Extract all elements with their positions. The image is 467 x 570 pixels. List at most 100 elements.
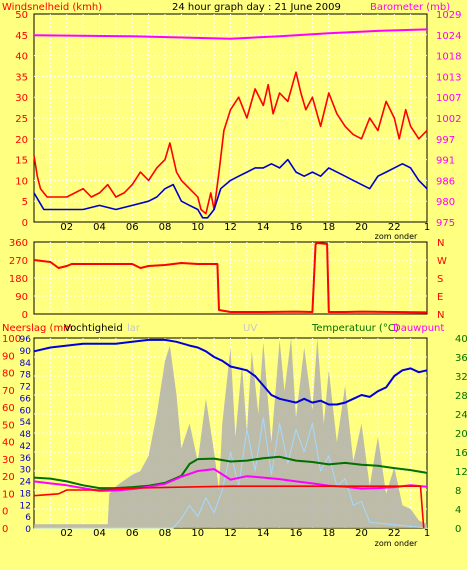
barometer-axis-title: Barometer (mb) [370, 2, 450, 13]
climate-x-tick-label: 16 [290, 528, 303, 539]
barometer-y-tick-label: 975 [436, 218, 455, 229]
wind-y-tick-label: 25 [15, 114, 28, 125]
wind-x-tick-label: 02 [60, 222, 73, 233]
chart-title: 24 hour graph day : 21 June 2009 [172, 2, 341, 13]
humidity-y-tick-label: 54 [20, 418, 32, 428]
rain-y-tick-label: 100 [2, 334, 21, 345]
direction-compass-label: N [437, 310, 444, 321]
humidity-line [33, 338, 428, 406]
wind-x-tick-label: 20 [355, 222, 368, 233]
wind-direction-line [33, 242, 428, 314]
area-series [34, 338, 427, 528]
direction-y-tick-label: 270 [9, 256, 28, 267]
wind-axis-title: Windsnelheid (kmh) [2, 2, 102, 13]
climate-x-tick-label: 06 [126, 528, 139, 539]
rain-y-tick-label: 70 [2, 386, 15, 397]
wind-speed-line [33, 158, 428, 219]
temperature-y-tick-label: 20 [455, 429, 467, 440]
temperature-y-tick-label: 32 [455, 372, 467, 383]
humidity-y-tick-label: 6 [25, 513, 31, 523]
wind-x-tick-label: 10 [191, 222, 204, 233]
humidity-y-tick-label: 0 [25, 525, 31, 535]
wind-x-tick-label: 16 [290, 222, 303, 233]
temperature-y-tick-label: 0 [455, 524, 461, 535]
rain-y-tick-label: 50 [2, 420, 15, 431]
rain-axis-title: Neerslag (mm [2, 323, 73, 334]
humidity-axis-title: Vochtigheid [64, 323, 123, 334]
climate-x-tick-label: 12 [224, 528, 237, 539]
direction-compass-label: N [437, 238, 444, 249]
rain-line [33, 485, 425, 529]
climate-x-tick-label: 20 [355, 528, 368, 539]
wind-sunset-note: zom onder [375, 232, 418, 241]
humidity-y-tick-label: 18 [20, 489, 32, 499]
rain-y-tick-label: 20 [2, 472, 15, 483]
barometer-y-tick-label: 1029 [436, 10, 461, 21]
dewpoint-axis-title: Dauwpunt [393, 323, 444, 334]
humidity-y-tick-label: 72 [20, 383, 31, 393]
climate-x-tick-label: 18 [322, 528, 335, 539]
dewpoint-line [33, 468, 428, 492]
rain-y-tick-label: 80 [2, 369, 15, 380]
wind-x-tick-label: 18 [322, 222, 335, 233]
humidity-y-tick-label: 42 [20, 442, 31, 452]
temperature-y-tick-label: 12 [455, 467, 467, 478]
direction-y-tick-label: 90 [15, 292, 28, 303]
wind-x-tick-label: 22 [388, 222, 401, 233]
humidity-y-tick-label: 12 [20, 501, 31, 511]
solar-axis-title: lar [127, 323, 141, 334]
climate-x-tick-label: 22 [388, 528, 401, 539]
barometer-y-tick-label: 1024 [436, 31, 461, 42]
temperature-y-tick-label: 28 [455, 391, 467, 402]
humidity-y-tick-label: 96 [20, 335, 32, 345]
climate-x-tick-label: 14 [257, 528, 270, 539]
direction-y-tick-label: 0 [22, 310, 28, 321]
rain-y-tick-label: 10 [2, 489, 15, 500]
rain-y-tick-label: 0 [2, 524, 8, 535]
humidity-y-tick-label: 90 [20, 347, 32, 357]
solar-area [34, 338, 427, 528]
temperature-y-tick-label: 40 [455, 334, 467, 345]
wind-y-tick-label: 20 [15, 135, 28, 146]
wind-x-tick-label: 06 [126, 222, 139, 233]
rain-y-tick-label: 30 [2, 455, 15, 466]
humidity-y-tick-label: 78 [20, 371, 32, 381]
barometer-y-tick-label: 1013 [436, 72, 461, 83]
wind-x-tick-label: 08 [159, 222, 172, 233]
wind-y-tick-label: 30 [15, 93, 28, 104]
tick-labels: 0510152025303540455097598098699199710021… [2, 10, 467, 548]
wind-y-tick-label: 10 [15, 176, 28, 187]
humidity-y-tick-label: 66 [20, 394, 32, 404]
uv-axis-title: UV [243, 323, 257, 334]
wind-y-tick-label: 35 [15, 72, 28, 83]
wind-y-tick-label: 45 [15, 31, 28, 42]
grid-lines [34, 14, 427, 528]
humidity-y-tick-label: 48 [20, 430, 32, 440]
barometer-y-tick-label: 1018 [436, 52, 461, 63]
temperature-y-tick-label: 8 [455, 486, 461, 497]
wind-x-tick-label: 04 [93, 222, 106, 233]
climate-x-tick-label: 04 [93, 528, 106, 539]
direction-y-tick-label: 360 [9, 238, 28, 249]
wind-y-tick-label: 15 [15, 156, 28, 167]
temperature-y-tick-label: 24 [455, 410, 467, 421]
direction-compass-label: E [437, 292, 443, 303]
temperature-axis-title: Temperatuur (°C) [311, 323, 399, 334]
barometer-line [33, 28, 428, 40]
wind-x-tick-label: 12 [224, 222, 237, 233]
humidity-y-tick-label: 60 [20, 406, 32, 416]
rain-y-tick-label: 0 [2, 507, 8, 518]
rain-y-tick-label: 90 [2, 351, 15, 362]
climate-x-tick-label: 02 [60, 528, 73, 539]
temperature-y-tick-label: 16 [455, 448, 467, 459]
climate-x-tick-label: 1 [424, 528, 430, 539]
humidity-y-tick-label: 84 [20, 359, 32, 369]
temperature-line [33, 455, 428, 490]
barometer-y-tick-label: 986 [436, 176, 455, 187]
climate-x-tick-label: 08 [159, 528, 172, 539]
wind-x-tick-label: 1 [424, 222, 430, 233]
wind-y-tick-label: 50 [15, 10, 28, 21]
humidity-y-tick-label: 36 [20, 454, 32, 464]
temperature-y-tick-label: 4 [455, 505, 461, 516]
